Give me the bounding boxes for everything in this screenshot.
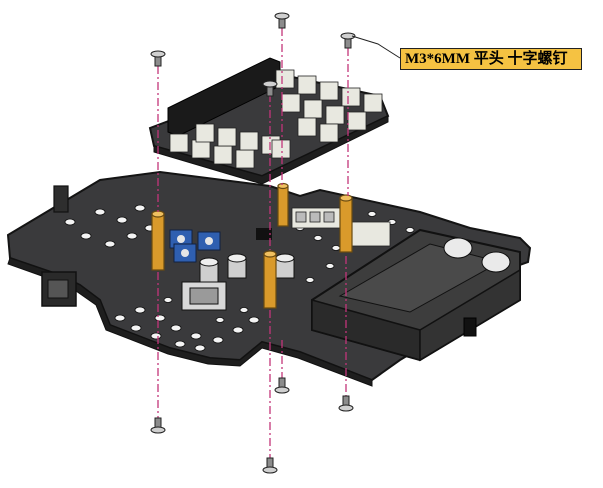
mounting-holes [64,204,415,352]
screw-icon [340,32,356,49]
sensor-connectors [169,69,383,169]
screw-icon [274,377,290,394]
battery-holder [311,228,521,362]
shield-board [148,57,390,185]
screw-icon [274,12,290,29]
standoff [277,185,289,227]
standoff [339,197,353,253]
screw-callout-label: M3*6MM 平头 十字螺钉 [400,48,582,70]
standoffs [151,182,353,309]
callout-leader [351,35,401,59]
standoff [263,253,277,309]
side-bracket [41,185,77,307]
electrolytic-capacitors [181,253,295,311]
battery-cell [443,237,473,259]
guide-lines [157,28,349,458]
battery-cell [481,251,511,273]
chassis-connectors [291,207,391,247]
screw-icon [338,395,354,412]
standoff [151,213,165,271]
screw-icon [150,50,166,67]
screw-icon [262,457,278,474]
screw-icon [262,80,278,97]
screws [150,12,356,474]
screw-icon [150,417,166,434]
ic-chip [256,228,272,240]
blue-capacitors [169,229,221,263]
